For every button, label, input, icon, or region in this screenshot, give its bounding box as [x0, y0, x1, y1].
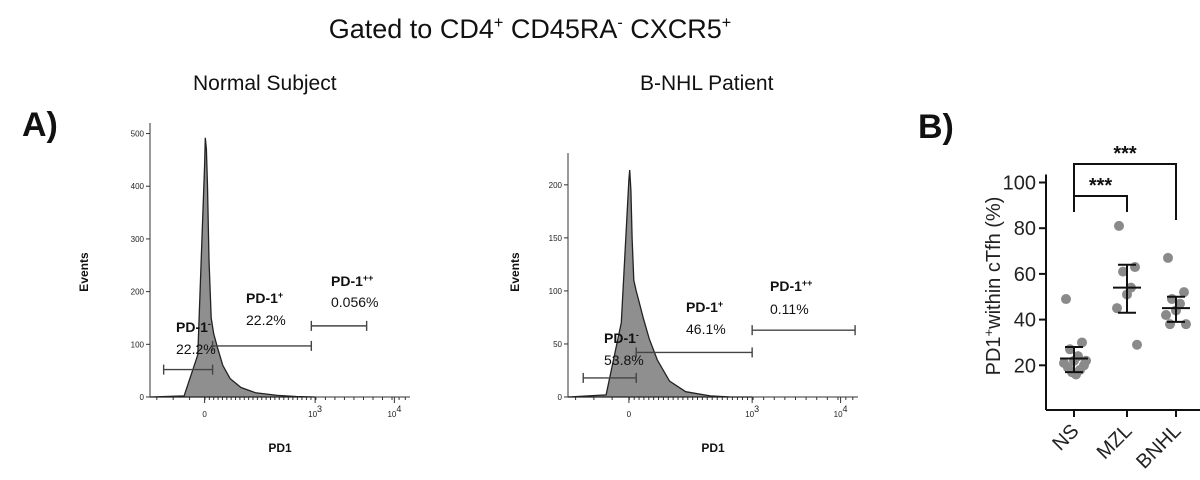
data-point [1071, 369, 1081, 380]
y-tick-label: 400 [131, 182, 145, 191]
y-tick-label: 0 [140, 393, 145, 402]
y-tick-label: 500 [131, 130, 145, 139]
y-axis-label: Events [508, 252, 522, 292]
significance-label: *** [1089, 175, 1113, 197]
y-tick-label: 300 [131, 235, 145, 244]
gate-name: PD-1++ [331, 273, 373, 289]
data-point [1114, 220, 1124, 231]
data-point [1130, 262, 1140, 273]
x-tick-label: 104 [834, 404, 848, 419]
gate-name: PD-1+ [246, 290, 283, 306]
data-point [1161, 310, 1171, 321]
gate-value: 0.056% [331, 294, 378, 310]
x-axis-label: PD1 [268, 441, 292, 455]
panel-a2-title: B-NHL Patient [640, 72, 774, 95]
gate-name: PD-1++ [770, 278, 812, 294]
y-tick-label: 100 [131, 340, 145, 349]
data-point [1165, 319, 1175, 330]
b-y-axis-label: PD1+within cTfh (%) [981, 197, 1006, 376]
gate-name: PD-1+ [686, 299, 723, 315]
x-tick-label: 0 [202, 410, 207, 419]
gate-name: PD-1- [604, 330, 639, 346]
data-point [1112, 303, 1122, 314]
x-tick-label: 0 [627, 410, 632, 419]
panel-a1-title: Normal Subject [193, 72, 337, 95]
gate-value: 46.1% [686, 321, 726, 337]
b-x-tick-label: BNHL [1132, 420, 1185, 473]
y-tick-label: 0 [558, 393, 563, 402]
gate-name: PD-1- [176, 319, 211, 335]
histogram-area [149, 137, 316, 398]
significance-bracket [1073, 163, 1177, 220]
b-y-tick-label: 20 [1014, 355, 1036, 377]
y-axis-label: Events [77, 252, 91, 292]
y-tick-label: 200 [549, 181, 563, 190]
significance-label: *** [1113, 143, 1137, 165]
data-point [1118, 266, 1128, 277]
y-tick-label: 100 [549, 287, 563, 296]
panel-b-label: B) [918, 108, 954, 146]
y-tick-label: 200 [131, 288, 145, 297]
data-point [1061, 294, 1071, 305]
b-x-tick-label: MZL [1093, 420, 1137, 464]
data-point [1077, 337, 1087, 348]
b-x-tick-label: NS [1048, 420, 1083, 455]
b-y-tick-label: 100 [1003, 173, 1036, 195]
x-tick-label: 103 [745, 404, 759, 419]
y-tick-label: 150 [549, 234, 563, 243]
y-tick-label: 50 [553, 340, 562, 349]
b-y-tick-label: 60 [1014, 264, 1036, 286]
x-tick-label: 103 [308, 404, 322, 419]
x-axis-label: PD1 [701, 441, 725, 455]
b-y-tick-label: 40 [1014, 310, 1036, 332]
data-point [1081, 355, 1091, 366]
figure-title: Gated to CD4+ CD45RA- CXCR5+ [328, 14, 732, 44]
b-y-tick-label: 80 [1014, 218, 1036, 240]
panel-a-label: A) [22, 106, 58, 144]
data-point [1181, 319, 1191, 330]
gate-value: 22.2% [176, 341, 216, 357]
data-point [1179, 287, 1189, 298]
gate-value: 22.2% [246, 312, 286, 328]
gate-value: 53.8% [604, 352, 644, 368]
x-tick-label: 104 [387, 404, 401, 419]
gate-value: 0.11% [770, 301, 809, 317]
data-point [1163, 252, 1173, 263]
significance-bracket [1073, 195, 1128, 212]
histogram-area [567, 169, 753, 398]
data-point [1132, 339, 1142, 350]
